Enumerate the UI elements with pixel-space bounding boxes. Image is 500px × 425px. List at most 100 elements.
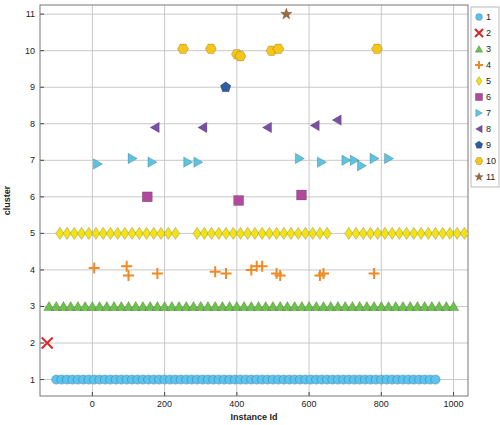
- tick-label: 800: [374, 399, 389, 409]
- point: [205, 44, 216, 54]
- tick-label: 2: [30, 338, 35, 348]
- point: [281, 8, 293, 19]
- point: [297, 190, 307, 200]
- tick-label: 3: [30, 301, 35, 311]
- grid-line: [40, 123, 468, 124]
- chart: 0 200 400 600 800 1000 1 2 3 4 5 6 7 8 9 10 11 Instance I…: [0, 0, 500, 425]
- plot-area: [40, 5, 468, 396]
- grid-line: [92, 5, 93, 396]
- point: [332, 115, 341, 125]
- series: [52, 375, 441, 384]
- grid-line: [40, 343, 468, 344]
- grid-line: [40, 196, 468, 197]
- point: [323, 227, 331, 239]
- point: [142, 192, 152, 202]
- tick-label: 400: [229, 399, 244, 409]
- tick-label: 1: [30, 375, 35, 385]
- legend-label: 4: [486, 60, 491, 70]
- point: [460, 227, 468, 239]
- series: [281, 8, 293, 19]
- tick-label: 9: [30, 82, 35, 92]
- point: [310, 120, 319, 130]
- legend-label: 9: [486, 140, 491, 150]
- point: [342, 155, 351, 165]
- point: [448, 301, 458, 310]
- tick-label: 5: [30, 228, 35, 238]
- legend-box: [471, 7, 499, 187]
- tick-mark: [164, 392, 165, 396]
- tick-label: 200: [157, 399, 172, 409]
- tick-label: 0: [90, 399, 95, 409]
- tick-mark: [381, 392, 382, 396]
- grid-line: [381, 5, 382, 396]
- tick-mark: [40, 233, 44, 234]
- legend-label: 10: [486, 156, 496, 166]
- legend-marker: [475, 158, 483, 165]
- legend-marker: [476, 14, 483, 21]
- legend-marker: [475, 93, 482, 100]
- tick-label: 4: [30, 265, 35, 275]
- point: [318, 268, 329, 279]
- legend-label: 8: [486, 124, 491, 134]
- tick-mark: [40, 160, 44, 161]
- grid-line: [309, 5, 310, 396]
- tick-label: 600: [302, 399, 317, 409]
- tick-mark: [40, 269, 44, 270]
- point: [93, 159, 102, 169]
- tick-mark: [40, 306, 44, 307]
- series: [178, 44, 383, 61]
- grid: [40, 5, 468, 396]
- tick-mark: [92, 392, 93, 396]
- series: [44, 301, 459, 310]
- point: [257, 261, 268, 272]
- grid-line: [40, 14, 468, 15]
- point: [194, 157, 203, 167]
- point: [121, 261, 132, 272]
- grid-line: [164, 5, 165, 396]
- plot-frame: [40, 5, 468, 396]
- point: [295, 153, 304, 163]
- point: [221, 268, 232, 279]
- point: [235, 51, 246, 61]
- point: [184, 157, 193, 167]
- legend-label: 3: [486, 44, 491, 54]
- point: [370, 153, 379, 163]
- tick-mark: [40, 50, 44, 51]
- point: [198, 122, 207, 132]
- point: [42, 338, 53, 349]
- legend-label: 6: [486, 92, 491, 102]
- legend-marker: [476, 109, 483, 117]
- series: [56, 227, 468, 239]
- tick-mark: [40, 343, 44, 344]
- marks: [42, 8, 468, 384]
- legend-marker: [475, 61, 483, 69]
- legend-marker: [475, 141, 483, 148]
- point: [369, 268, 380, 279]
- legend-marker: [475, 29, 483, 37]
- tick-mark: [309, 392, 310, 396]
- legend-label: 7: [486, 108, 491, 118]
- legend-label: 1: [486, 12, 491, 22]
- point: [357, 161, 366, 171]
- point: [385, 153, 394, 163]
- point: [123, 270, 134, 281]
- point: [273, 44, 284, 54]
- tick-mark: [40, 379, 44, 380]
- tick-label: 10: [25, 46, 35, 56]
- tick-label: 8: [30, 119, 35, 129]
- tick-label: 1000: [444, 399, 464, 409]
- point: [148, 157, 157, 167]
- legend-marker: [476, 125, 483, 133]
- x-axis-label: Instance Id: [230, 412, 277, 422]
- point: [128, 153, 137, 163]
- tick-mark: [453, 392, 454, 396]
- legend-label: 5: [486, 76, 491, 86]
- point: [275, 270, 286, 281]
- grid-line: [40, 87, 468, 88]
- legend-marker: [476, 77, 482, 86]
- point: [317, 157, 326, 167]
- point: [431, 375, 440, 384]
- point: [89, 263, 100, 274]
- legend-label: 11: [486, 172, 495, 182]
- series: [93, 153, 393, 171]
